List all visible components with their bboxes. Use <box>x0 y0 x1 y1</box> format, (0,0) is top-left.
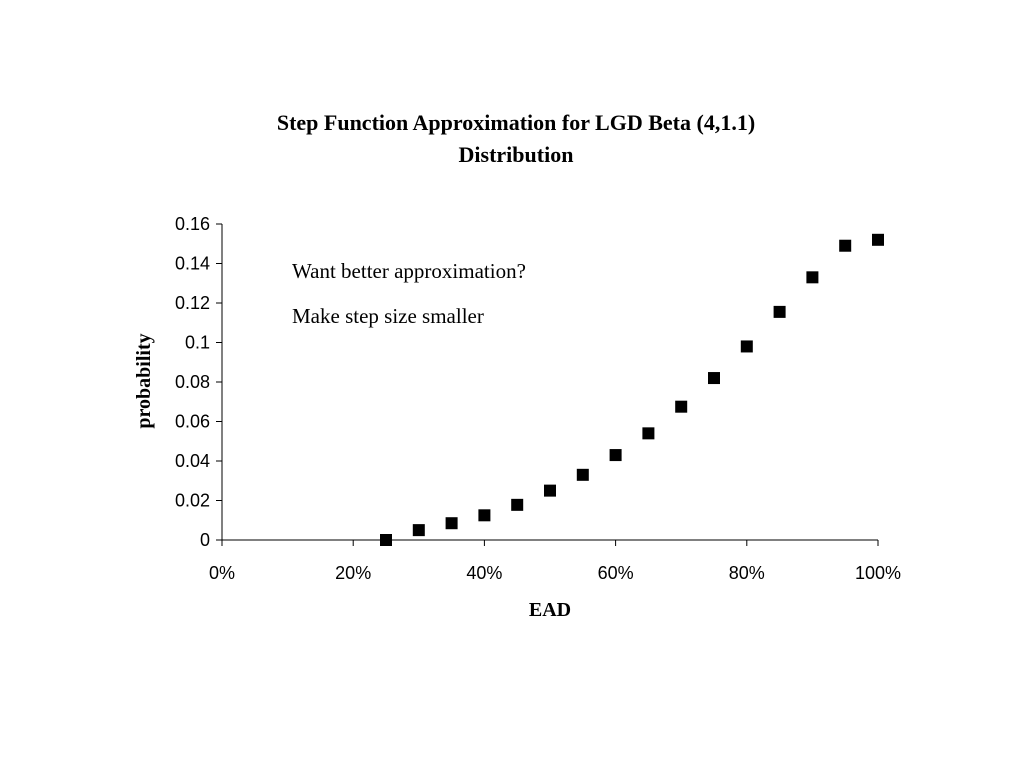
y-tick-label: 0.12 <box>175 293 210 313</box>
data-point <box>412 524 425 537</box>
y-axis-label: probability <box>133 333 155 428</box>
y-tick-label: 0.08 <box>175 372 210 392</box>
annotation-step-size: Make step size smaller <box>292 304 484 328</box>
data-point <box>806 271 819 284</box>
data-point <box>445 517 458 530</box>
x-tick-label: 80% <box>729 563 765 583</box>
x-tick-label: 60% <box>598 563 634 583</box>
x-tick-label: 40% <box>466 563 502 583</box>
x-tick-label: 100% <box>855 563 901 583</box>
data-point <box>478 509 491 522</box>
data-point <box>609 449 622 462</box>
data-point <box>773 305 786 318</box>
data-point <box>544 484 556 497</box>
y-tick-label: 0.14 <box>175 254 210 274</box>
data-point <box>576 468 589 481</box>
plot-area: 0 0.02 0.04 0.06 0.08 0.1 0.12 0.14 0.16 0% 20% 40… <box>175 214 901 583</box>
data-point <box>740 340 753 353</box>
data-point <box>839 239 852 252</box>
y-tick-label: 0.16 <box>175 214 210 234</box>
y-tick-label: 0.04 <box>175 451 210 471</box>
y-tick-label: 0.06 <box>175 412 210 432</box>
data-point <box>708 372 720 385</box>
data-point <box>380 534 392 546</box>
chart-title-line2: Distribution <box>459 142 574 167</box>
y-tick-label: 0.1 <box>185 333 210 353</box>
data-point <box>675 400 688 413</box>
x-ticks: 0% 20% 40% 60% 80% 100% <box>209 540 901 583</box>
data-point <box>511 498 524 511</box>
y-ticks: 0 0.02 0.04 0.06 0.08 0.1 0.12 0.14 0.16 <box>175 214 222 550</box>
data-point <box>872 233 884 246</box>
x-tick-label: 20% <box>335 563 371 583</box>
y-tick-label: 0 <box>200 530 210 550</box>
data-point <box>642 427 655 440</box>
data-series <box>380 233 884 546</box>
y-tick-label: 0.02 <box>175 491 210 511</box>
annotation-want-better: Want better approximation? <box>292 259 526 283</box>
x-axis-label: EAD <box>529 599 571 621</box>
chart-title: Step Function Approximation for LGD Beta… <box>277 110 755 135</box>
x-tick-label: 0% <box>209 563 235 583</box>
